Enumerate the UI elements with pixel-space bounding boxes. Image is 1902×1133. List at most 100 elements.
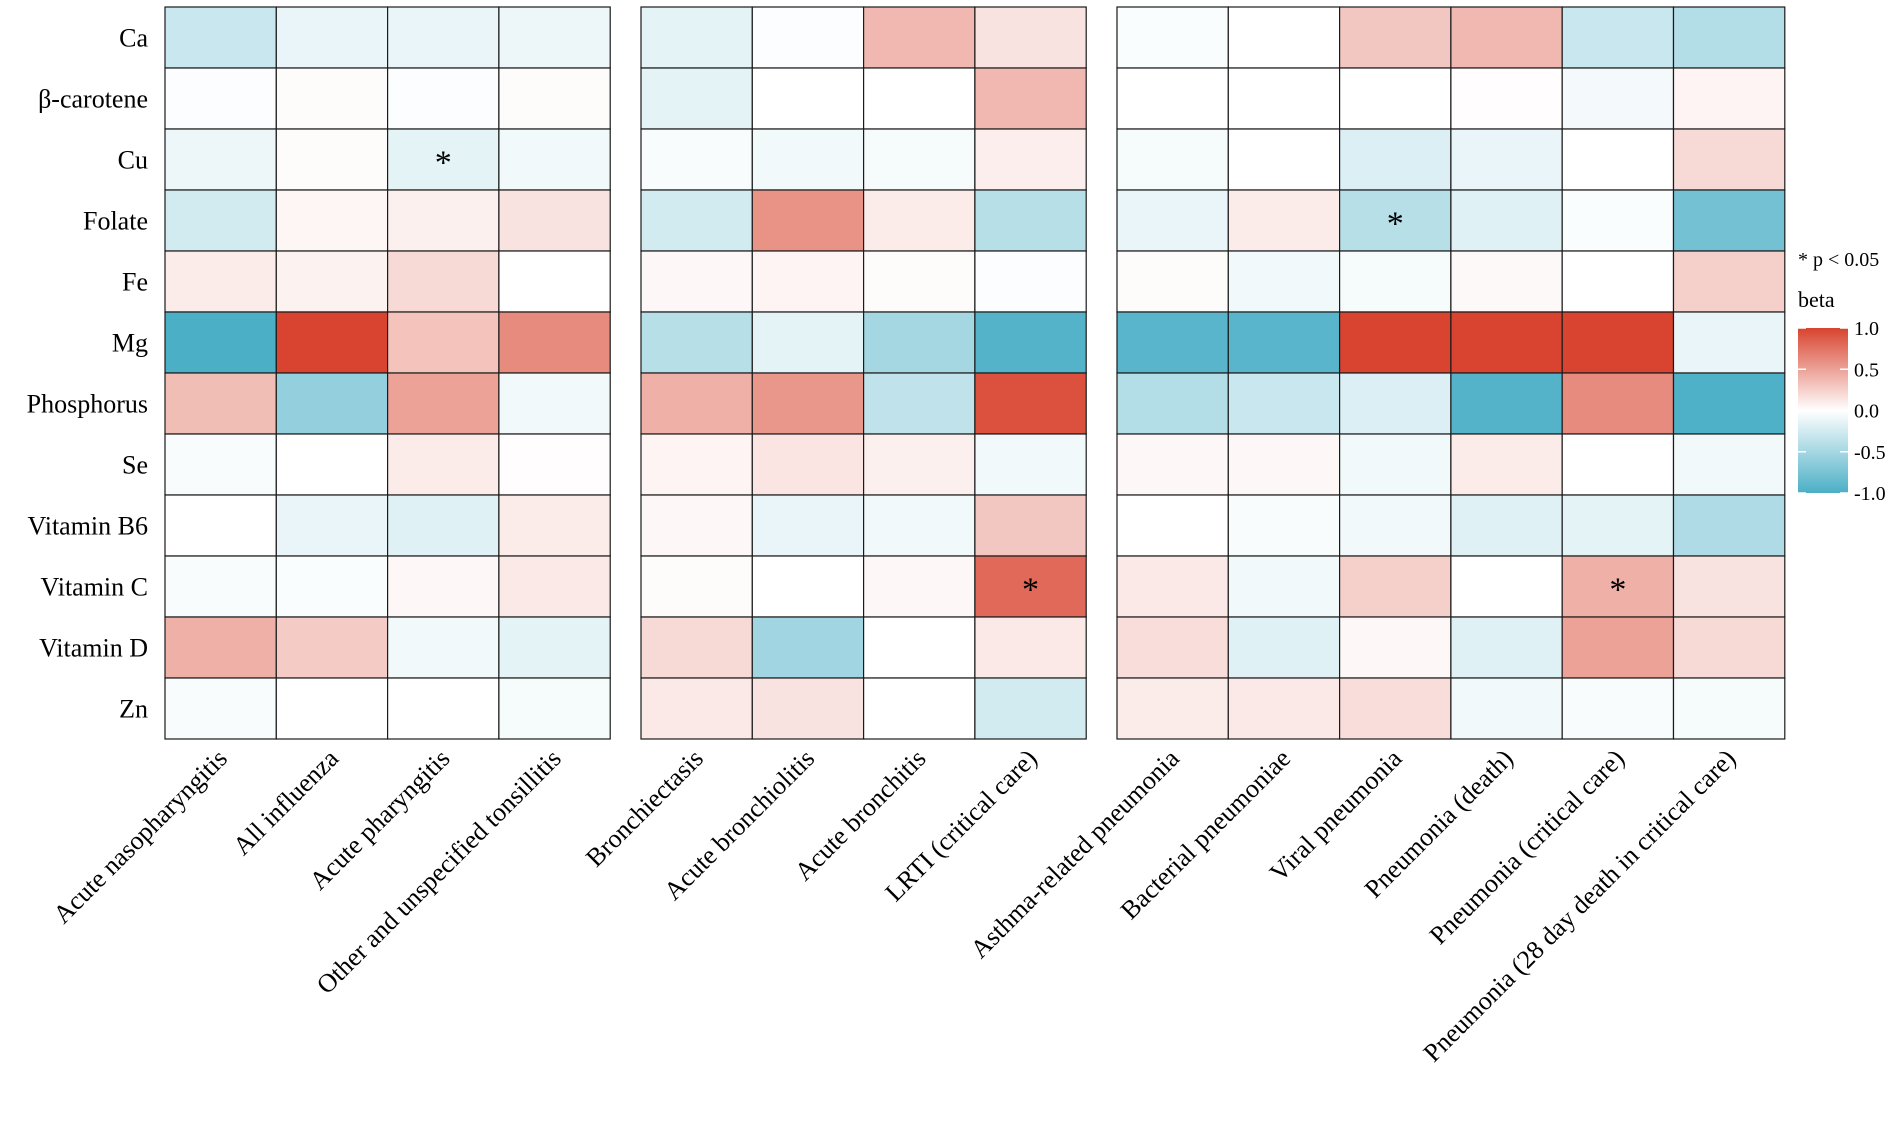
heatmap-cell	[751, 494, 865, 557]
heatmap-cell	[164, 6, 277, 69]
row-label: Vitamin C	[41, 573, 149, 602]
heatmap-cell	[387, 372, 500, 435]
heatmap-cell	[1450, 128, 1563, 191]
heatmap-cell	[1561, 250, 1675, 313]
heatmap-cell	[387, 616, 500, 679]
heatmap-cell	[275, 67, 389, 130]
heatmap-cell	[640, 494, 753, 557]
heatmap-cell	[1227, 616, 1341, 679]
heatmap-cell	[1672, 677, 1786, 740]
column-label: Acute nasopharyngitis	[47, 744, 232, 929]
heatmap-cell	[1338, 677, 1452, 740]
heatmap-cell	[275, 189, 389, 252]
heatmap-cell	[1561, 494, 1675, 557]
heatmap-cell	[640, 6, 753, 69]
heatmap-cell	[498, 250, 611, 313]
row-label: Fe	[122, 268, 148, 297]
row-label: Mg	[112, 329, 148, 358]
row-label: Se	[122, 451, 148, 480]
heatmap-cell	[498, 433, 611, 496]
heatmap-cell	[640, 433, 753, 496]
heatmap-cell	[387, 677, 500, 740]
heatmap-cell	[1338, 616, 1452, 679]
heatmap-cell	[1672, 128, 1786, 191]
heatmap-cell	[498, 616, 611, 679]
heatmap-cell	[275, 372, 389, 435]
heatmap-cell	[862, 250, 976, 313]
heatmap-cell	[1227, 494, 1341, 557]
heatmap-cell	[1561, 189, 1675, 252]
heatmap-cell	[974, 494, 1087, 557]
heatmap-cell	[751, 6, 865, 69]
heatmap-cell	[974, 372, 1087, 435]
legend-tick-label: 0.5	[1854, 359, 1879, 381]
heatmap-cell	[640, 128, 753, 191]
heatmap-cell	[387, 433, 500, 496]
heatmap-cell	[1227, 372, 1341, 435]
row-label: Vitamin D	[39, 634, 148, 663]
heatmap-cell	[1450, 677, 1563, 740]
heatmap-cell	[1561, 128, 1675, 191]
row-label: Cu	[118, 146, 148, 175]
heatmap-cell	[387, 555, 500, 618]
heatmap-cell	[1672, 189, 1786, 252]
heatmap-cell	[1227, 311, 1341, 374]
heatmap-cell	[1338, 372, 1452, 435]
heatmap-cell	[498, 372, 611, 435]
heatmap-cell	[1450, 372, 1563, 435]
heatmap-cell	[164, 677, 277, 740]
heatmap-cell	[974, 6, 1087, 69]
heatmap-cell	[1561, 311, 1675, 374]
heatmap-cell	[1227, 677, 1341, 740]
heatmap-cell	[164, 433, 277, 496]
significance-note: * p < 0.05	[1798, 249, 1879, 271]
heatmap-cells: * * * *	[164, 6, 1786, 740]
heatmap-cell	[1338, 311, 1452, 374]
heatmap-cell	[1672, 555, 1786, 618]
heatmap-cell	[498, 6, 611, 69]
heatmap-cell	[275, 6, 389, 69]
heatmap-cell	[164, 372, 277, 435]
heatmap-cell	[751, 677, 865, 740]
heatmap-cell	[1672, 311, 1786, 374]
significance-star: *	[1609, 572, 1626, 609]
significance-star: *	[1387, 206, 1404, 243]
column-label: Other and unspecified tonsillitis	[311, 744, 567, 1000]
heatmap-cell	[751, 128, 865, 191]
column-label: All influenza	[227, 743, 344, 860]
heatmap-cell	[751, 250, 865, 313]
heatmap-cell	[498, 67, 611, 130]
heatmap-cell	[974, 128, 1087, 191]
row-labels: Ca β-carotene Cu Folate Fe Mg Phosphorus Se Vita…	[27, 24, 149, 724]
heatmap-cell	[275, 555, 389, 618]
heatmap-cell	[1227, 6, 1341, 69]
heatmap-cell	[1227, 555, 1341, 618]
heatmap-cell	[1227, 128, 1341, 191]
heatmap-cell	[1227, 250, 1341, 313]
heatmap-cell	[974, 250, 1087, 313]
column-label: Pneumonia (critical care)	[1424, 744, 1630, 950]
significance-star: *	[1022, 572, 1039, 609]
heatmap-cell	[1227, 433, 1341, 496]
heatmap-cell	[1338, 494, 1452, 557]
heatmap-cell	[1116, 250, 1229, 313]
heatmap-cell	[974, 433, 1087, 496]
heatmap-cell	[862, 616, 976, 679]
heatmap-cell	[751, 433, 865, 496]
heatmap-cell	[974, 311, 1087, 374]
legend-tick-label: 0.0	[1854, 401, 1879, 423]
heatmap-cell	[1672, 6, 1786, 69]
heatmap-cell	[1338, 6, 1452, 69]
heatmap-cell	[1338, 433, 1452, 496]
heatmap-cell	[1672, 494, 1786, 557]
heatmap-cell	[164, 311, 277, 374]
heatmap-cell	[974, 616, 1087, 679]
heatmap-cell	[640, 677, 753, 740]
heatmap-cell	[751, 189, 865, 252]
heatmap-cell	[1116, 128, 1229, 191]
heatmap-cell	[1338, 128, 1452, 191]
heatmap-cell	[1450, 555, 1563, 618]
heatmap-cell	[275, 677, 389, 740]
heatmap-cell	[862, 67, 976, 130]
